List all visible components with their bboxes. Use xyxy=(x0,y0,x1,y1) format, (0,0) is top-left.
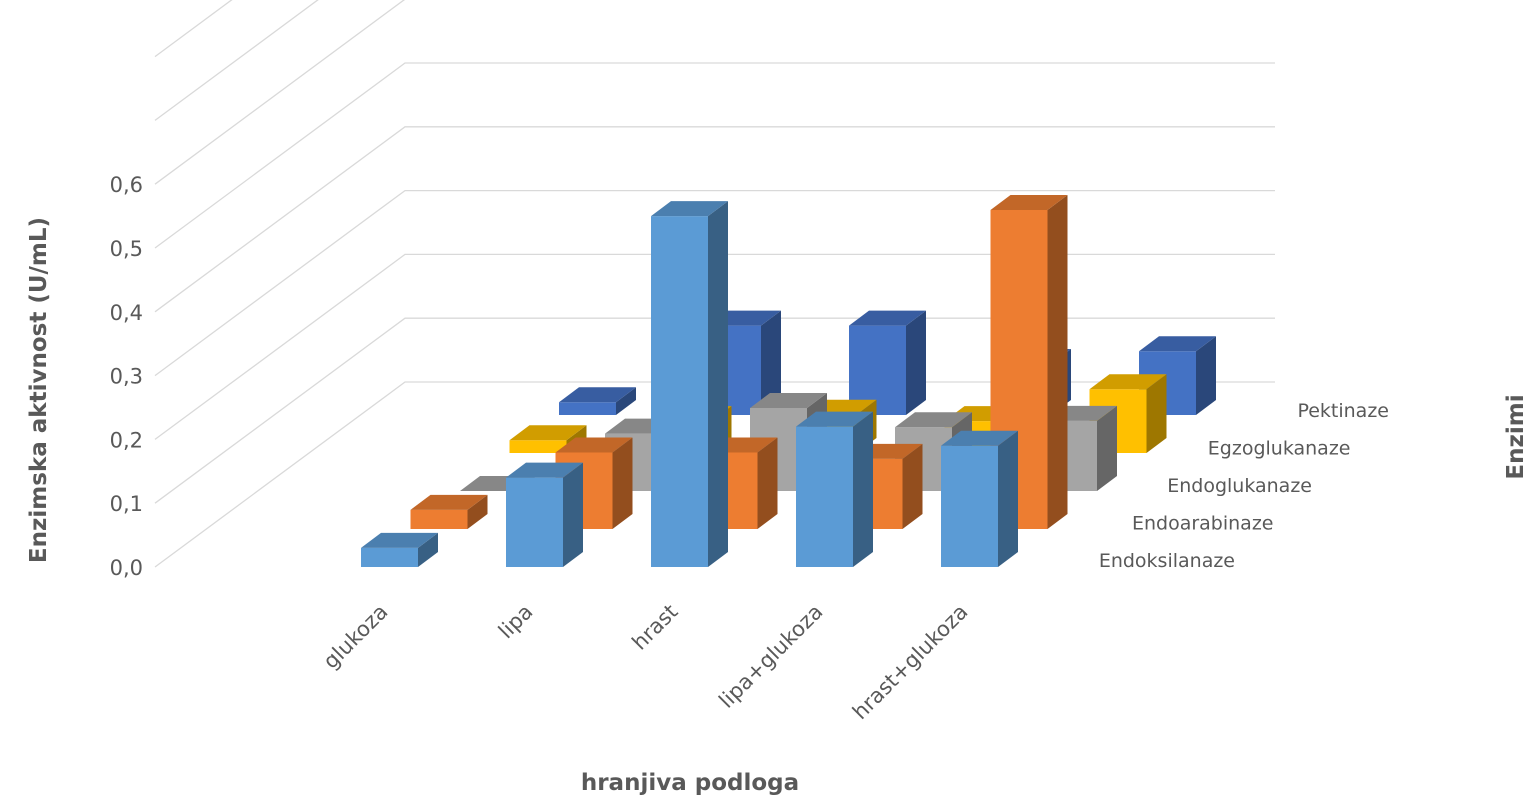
grid-line xyxy=(154,189,1275,377)
bar xyxy=(990,195,1068,529)
grid-line xyxy=(154,0,319,121)
y-tick-label: 0,0 xyxy=(110,556,143,580)
x-tick-label: hrast+glukoza xyxy=(848,600,973,725)
bars xyxy=(361,195,1216,567)
x-tick-label: glukoza xyxy=(319,600,393,674)
bar xyxy=(410,494,488,529)
y-tick-label: 0,3 xyxy=(110,365,143,389)
bar xyxy=(796,411,873,567)
series-axis-ticks: Endoksilanaze Endoarabinaze Endoglukanaze E… xyxy=(1099,400,1389,572)
y-axis-title: Enzimska aktivnost (U/mL) xyxy=(26,217,52,563)
series-label: Pektinaze xyxy=(1297,400,1389,422)
grid-line xyxy=(154,253,1275,440)
x-tick-label: lipa+glukoza xyxy=(714,600,827,713)
bar xyxy=(651,201,728,567)
x-axis-title: hranjiva podloga xyxy=(581,770,799,796)
y-tick-label: 0,2 xyxy=(110,428,143,452)
grid-lines xyxy=(154,0,1275,568)
series-label: Endoarabinaze xyxy=(1132,513,1274,535)
z-axis-title: Enzimi xyxy=(1503,394,1529,479)
x-tick-label: hrast xyxy=(627,600,682,655)
grid-line xyxy=(154,381,1275,568)
bar xyxy=(941,430,1018,567)
grid-line xyxy=(154,317,1275,504)
y-tick-label: 0,1 xyxy=(110,492,143,516)
series-label: Endoksilanaze xyxy=(1099,550,1235,572)
grid-line xyxy=(154,126,1275,313)
grid-line xyxy=(154,0,233,58)
grid-line xyxy=(154,0,406,185)
series-label: Egzoglukanaze xyxy=(1208,438,1351,460)
series-label: Endoglukanaze xyxy=(1167,475,1312,497)
x-axis-ticks: glukoza lipa hrast lipa+glukoza hrast+glukoz… xyxy=(319,600,973,725)
y-tick-label: 0,4 xyxy=(110,301,143,325)
y-tick-label: 0,5 xyxy=(110,237,143,261)
bar xyxy=(361,532,438,567)
y-tick-label: 0,6 xyxy=(110,173,143,197)
y-axis-ticks: 0,0 0,1 0,2 0,3 0,4 0,5 0,6 xyxy=(110,173,143,580)
bar xyxy=(559,387,636,415)
bar xyxy=(849,310,926,415)
x-tick-label: lipa xyxy=(494,600,538,644)
grid-line xyxy=(154,62,1275,249)
bar xyxy=(506,462,583,567)
